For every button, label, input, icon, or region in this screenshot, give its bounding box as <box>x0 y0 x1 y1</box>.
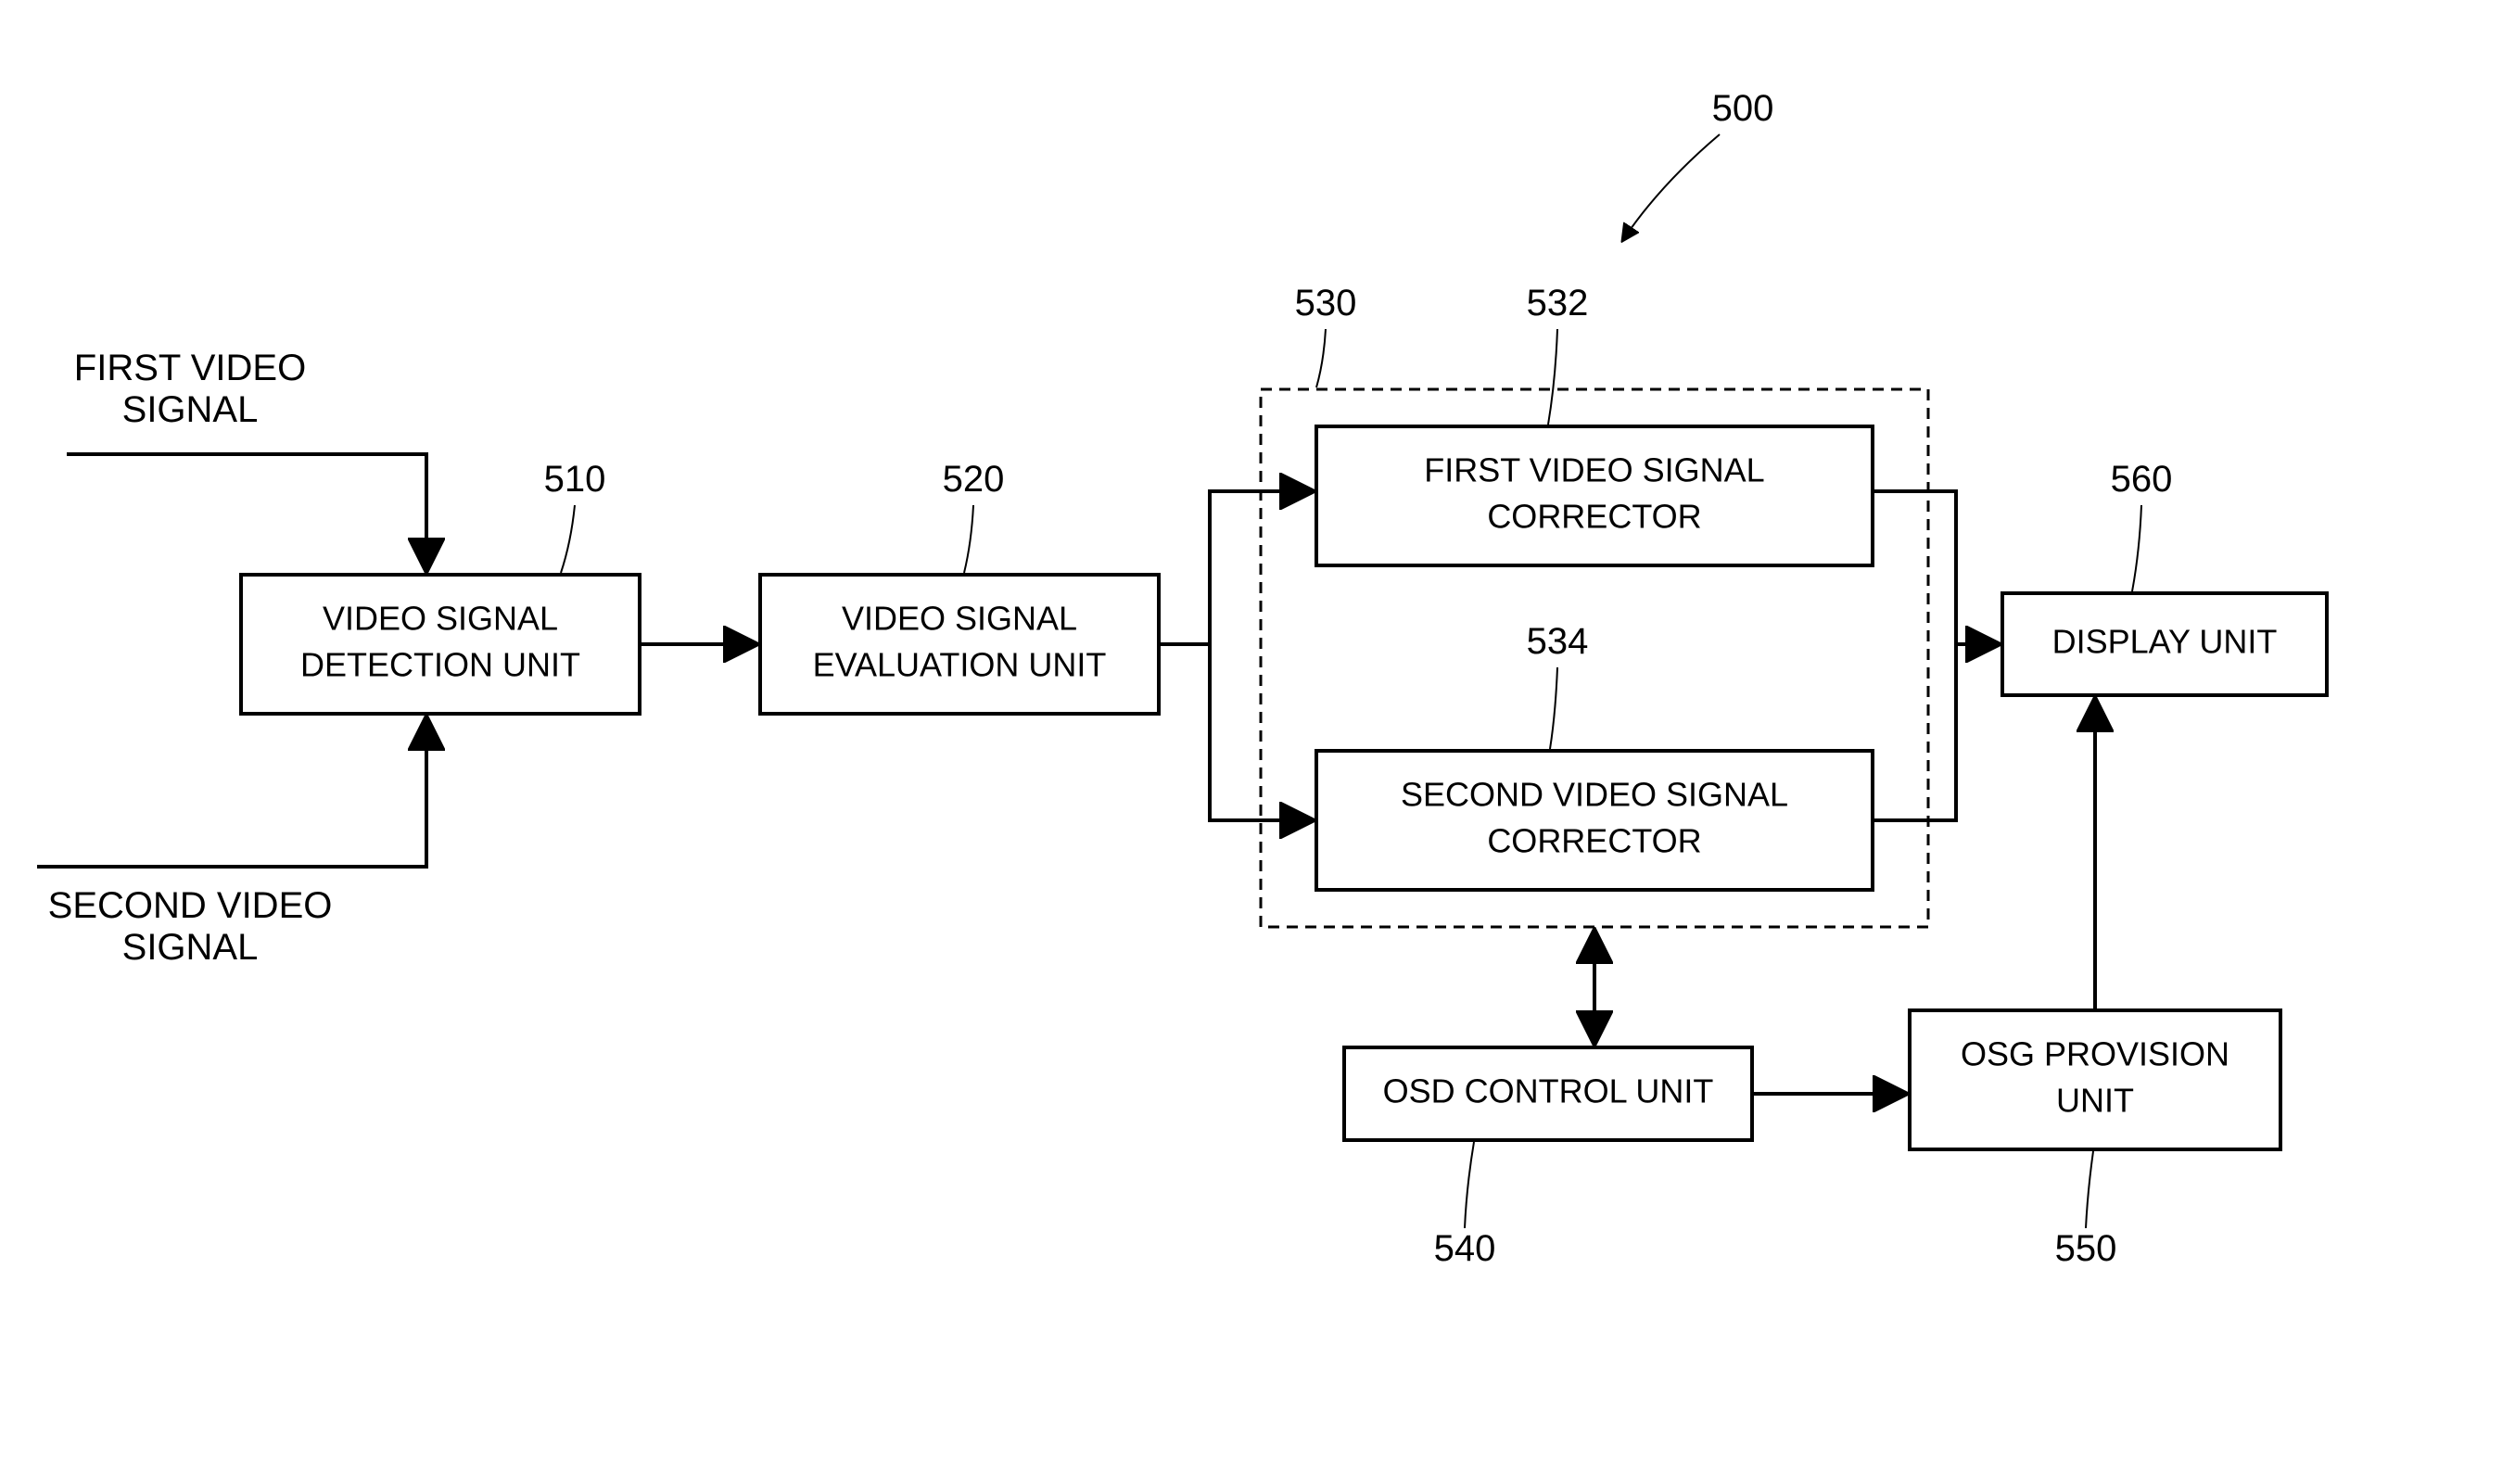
ref-detect: 510 <box>544 459 606 500</box>
second-corrector-block: SECOND VIDEO SIGNAL CORRECTOR <box>1316 751 1873 890</box>
evaluation-unit-box <box>760 575 1159 714</box>
ref-corr1: 532 <box>1527 283 1589 323</box>
ref-corr2: 534 <box>1527 621 1589 662</box>
leader-osd <box>1465 1142 1474 1228</box>
osg-provision-label1: OSG PROVISION <box>1961 1035 2229 1073</box>
first-corrector-label2: CORRECTOR <box>1487 498 1701 536</box>
conn-corr-merge <box>1873 491 1956 820</box>
leader-corr2 <box>1550 667 1557 749</box>
second-corrector-label1: SECOND VIDEO SIGNAL <box>1401 776 1788 814</box>
first-video-line1: FIRST VIDEO <box>74 348 306 388</box>
leader-detect <box>561 505 575 573</box>
second-video-line1: SECOND VIDEO <box>48 885 333 926</box>
leader-osg <box>2086 1151 2093 1228</box>
detection-unit-box <box>241 575 640 714</box>
second-corrector-box <box>1316 751 1873 890</box>
osd-control-block: OSD CONTROL UNIT <box>1344 1047 1752 1140</box>
leader-group <box>1316 329 1326 387</box>
conn-second-signal <box>37 717 426 867</box>
detection-unit-label2: DETECTION UNIT <box>300 646 580 684</box>
leader-corr1 <box>1548 329 1557 425</box>
second-corrector-label2: CORRECTOR <box>1487 822 1701 860</box>
osg-provision-label2: UNIT <box>2056 1082 2134 1120</box>
conn-eval-corr1 <box>1159 491 1313 644</box>
first-corrector-block: FIRST VIDEO SIGNAL CORRECTOR <box>1316 426 1873 565</box>
ref-osd: 540 <box>1434 1228 1496 1269</box>
ref-group: 530 <box>1295 283 1357 323</box>
second-video-line2: SIGNAL <box>122 927 259 968</box>
display-unit-block: DISPLAY UNIT <box>2002 593 2327 695</box>
detection-unit-label1: VIDEO SIGNAL <box>323 600 558 638</box>
second-video-input-label: SECOND VIDEO SIGNAL <box>48 885 333 968</box>
leader-eval <box>964 505 973 573</box>
leader-disp <box>2132 505 2141 591</box>
osd-control-label: OSD CONTROL UNIT <box>1383 1072 1714 1110</box>
conn-first-signal <box>67 454 426 571</box>
evaluation-unit-label1: VIDEO SIGNAL <box>842 600 1077 638</box>
evaluation-unit-block: VIDEO SIGNAL EVALUATION UNIT <box>760 575 1159 714</box>
ref-eval: 520 <box>943 459 1005 500</box>
first-video-input-label: FIRST VIDEO SIGNAL <box>74 348 306 430</box>
leader-system <box>1622 134 1720 241</box>
evaluation-unit-label2: EVALUATION UNIT <box>813 646 1107 684</box>
first-corrector-box <box>1316 426 1873 565</box>
block-diagram: 500 530 VIDEO SIGNAL DETECTION UNIT 510 … <box>0 0 2515 1484</box>
osg-provision-block: OSG PROVISION UNIT <box>1910 1010 2280 1149</box>
ref-osg: 550 <box>2055 1228 2117 1269</box>
detection-unit-block: VIDEO SIGNAL DETECTION UNIT <box>241 575 640 714</box>
first-corrector-label1: FIRST VIDEO SIGNAL <box>1424 451 1764 489</box>
ref-system: 500 <box>1712 88 1774 129</box>
first-video-line2: SIGNAL <box>122 389 259 430</box>
osg-provision-box <box>1910 1010 2280 1149</box>
ref-disp: 560 <box>2111 459 2173 500</box>
display-unit-label: DISPLAY UNIT <box>2052 623 2278 661</box>
